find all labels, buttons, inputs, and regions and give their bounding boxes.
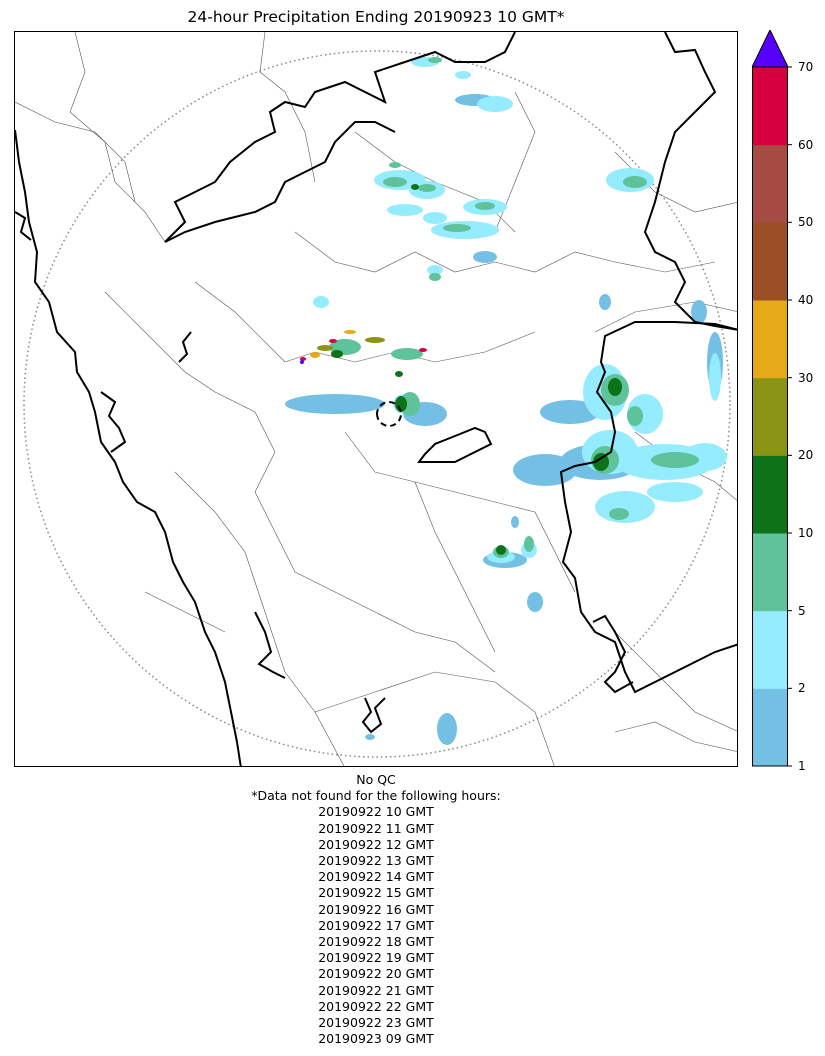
colorbar-tick-label: 5 — [798, 603, 806, 618]
missing-hour-item: 20190922 18 GMT — [318, 934, 434, 950]
missing-hour-item: 20190922 21 GMT — [318, 982, 434, 998]
missing-hour-item: 20190922 17 GMT — [318, 917, 434, 933]
colorbar-tick-label: 1 — [798, 759, 806, 773]
colorbar-tick-label: 50 — [798, 215, 814, 230]
state-borders — [15, 32, 737, 766]
missing-hours-list: 20190922 10 GMT 20190922 11 GMT 20190922 1… — [14, 804, 738, 1047]
missing-hour-item: 20190922 14 GMT — [318, 869, 434, 885]
colorbar-tick-label: 10 — [798, 526, 814, 540]
missing-hour-item: 20190922 22 GMT — [318, 998, 434, 1014]
map-canvas — [15, 32, 737, 766]
missing-hour-item: 20190922 10 GMT — [318, 804, 434, 820]
colorbar-segment — [752, 67, 788, 146]
colorbar-segment — [752, 300, 788, 379]
missing-hour-item: 20190922 11 GMT — [318, 820, 434, 836]
map-title: 24-hour Precipitation Ending 20190923 10… — [187, 8, 565, 26]
radar-range-ring — [23, 50, 731, 758]
colorbar-tick-label: 20 — [798, 448, 814, 463]
missing-hour-item: 20190922 23 GMT — [318, 1015, 434, 1031]
missing-hour-item: 20190922 15 GMT — [318, 885, 434, 901]
missing-hour-item: 20190922 12 GMT — [318, 836, 434, 852]
missing-hours-header: *Data not found for the following hours: — [251, 788, 501, 804]
colorbar-tick-label: 70 — [798, 60, 814, 74]
precipitation-cells — [285, 57, 727, 745]
colorbar-tick-label: 40 — [798, 293, 814, 307]
colorbar-segment — [752, 610, 788, 689]
colorbar-segment — [752, 533, 788, 612]
colorbar-segment — [752, 222, 788, 301]
precipitation-colorbar: 1 2 5 10 20 30 40 50 60 70 — [752, 30, 814, 775]
missing-hour-item: 20190922 13 GMT — [318, 853, 434, 869]
colorbar-tick-label: 30 — [798, 370, 814, 385]
qc-note: No QC — [356, 772, 396, 787]
missing-hour-item: 20190922 16 GMT — [318, 901, 434, 917]
missing-hour-item: 20190922 19 GMT — [318, 950, 434, 966]
missing-hour-item: 20190923 09 GMT — [318, 1031, 434, 1047]
colorbar-segment — [752, 688, 788, 767]
missing-hour-item: 20190922 20 GMT — [318, 966, 434, 982]
colorbar-segment — [752, 377, 788, 456]
colorbar-tick-label: 2 — [798, 681, 806, 696]
colorbar-tick-label: 60 — [798, 137, 814, 152]
precipitation-map — [14, 31, 738, 767]
colorbar-frame — [752, 66, 788, 767]
colorbar-segment — [752, 455, 788, 534]
footer-notes: No QC *Data not found for the following … — [14, 772, 738, 1047]
colorbar-segment — [752, 144, 788, 223]
colorbar-graphic — [752, 30, 792, 767]
colorbar-extend-triangle — [752, 30, 789, 68]
